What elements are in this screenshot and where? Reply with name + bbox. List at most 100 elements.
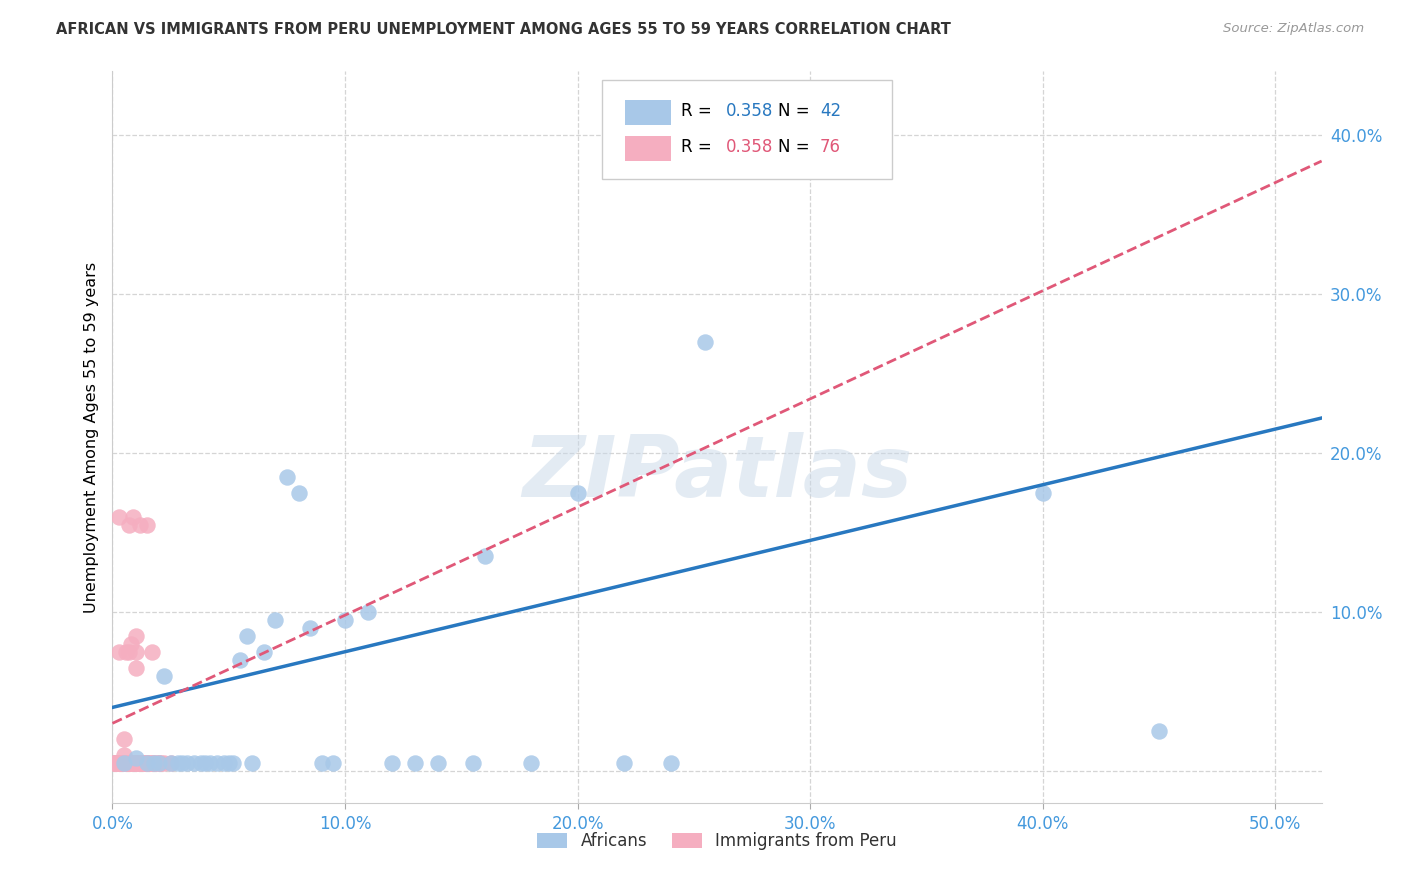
Point [148, 756, 170, 770]
Point [143, 756, 166, 770]
Point [125, 756, 148, 770]
Point [125, 756, 148, 770]
Point [105, 756, 128, 770]
Point [118, 756, 141, 770]
Point [218, 756, 240, 770]
FancyBboxPatch shape [626, 136, 671, 161]
Point [122, 756, 145, 770]
Text: 42: 42 [820, 102, 841, 120]
Point [105, 756, 128, 770]
Point [190, 756, 212, 770]
FancyBboxPatch shape [602, 80, 893, 179]
Point [148, 756, 170, 770]
Point [115, 645, 138, 659]
Point [148, 756, 170, 770]
Text: 0.358: 0.358 [725, 102, 773, 120]
Point [145, 756, 167, 770]
Point [172, 756, 194, 770]
Point [212, 756, 235, 770]
Point [520, 756, 543, 770]
Point [240, 756, 263, 770]
Point [198, 756, 221, 770]
Point [143, 756, 166, 770]
Point [111, 756, 134, 770]
Point [236, 629, 259, 643]
Point [159, 756, 181, 770]
Point [136, 517, 159, 532]
Point [176, 756, 198, 770]
Text: Source: ZipAtlas.com: Source: ZipAtlas.com [1223, 22, 1364, 36]
Point [105, 756, 128, 770]
Point [205, 756, 228, 770]
Point [112, 748, 135, 763]
Point [112, 756, 135, 770]
Point [104, 756, 127, 770]
Point [125, 645, 148, 659]
Point [1147, 724, 1170, 739]
Point [567, 485, 589, 500]
Point [659, 756, 682, 770]
Point [122, 756, 145, 770]
Point [129, 517, 152, 532]
Point [404, 756, 426, 770]
Legend: Africans, Immigrants from Peru: Africans, Immigrants from Peru [530, 825, 904, 856]
Point [108, 756, 131, 770]
Point [253, 645, 276, 659]
Point [105, 756, 128, 770]
Point [118, 756, 141, 770]
Point [264, 613, 287, 627]
Point [125, 756, 148, 770]
Point [138, 756, 160, 770]
Point [322, 756, 344, 770]
Point [222, 756, 245, 770]
Text: ZIPatlas: ZIPatlas [522, 432, 912, 516]
Point [118, 517, 141, 532]
Point [150, 756, 173, 770]
Point [111, 756, 134, 770]
Point [122, 509, 145, 524]
Point [125, 660, 148, 674]
Point [118, 645, 141, 659]
Point [194, 756, 217, 770]
Text: 76: 76 [820, 138, 841, 156]
Point [136, 756, 159, 770]
Text: N =: N = [778, 102, 814, 120]
Point [143, 756, 166, 770]
Point [299, 621, 322, 635]
Point [115, 756, 138, 770]
Point [229, 653, 252, 667]
Point [111, 756, 134, 770]
Point [112, 756, 135, 770]
Point [152, 756, 174, 770]
Point [104, 756, 127, 770]
Point [127, 756, 149, 770]
Point [1032, 485, 1054, 500]
Point [111, 756, 134, 770]
Point [427, 756, 450, 770]
Point [380, 756, 402, 770]
Point [108, 756, 131, 770]
Point [287, 485, 309, 500]
Point [311, 756, 333, 770]
Point [125, 751, 148, 765]
Text: N =: N = [778, 138, 814, 156]
Point [138, 756, 160, 770]
Point [104, 756, 127, 770]
Point [105, 756, 128, 770]
Y-axis label: Unemployment Among Ages 55 to 59 years: Unemployment Among Ages 55 to 59 years [83, 261, 98, 613]
Point [112, 732, 135, 747]
Point [132, 756, 155, 770]
Point [141, 645, 163, 659]
Point [152, 668, 174, 682]
Point [104, 756, 127, 770]
Point [134, 756, 156, 770]
Point [136, 756, 159, 770]
Point [613, 756, 636, 770]
Point [120, 756, 142, 770]
Point [183, 756, 205, 770]
Point [104, 756, 127, 770]
Point [276, 470, 298, 484]
Text: R =: R = [681, 138, 717, 156]
Text: R =: R = [681, 102, 717, 120]
Point [108, 756, 131, 770]
